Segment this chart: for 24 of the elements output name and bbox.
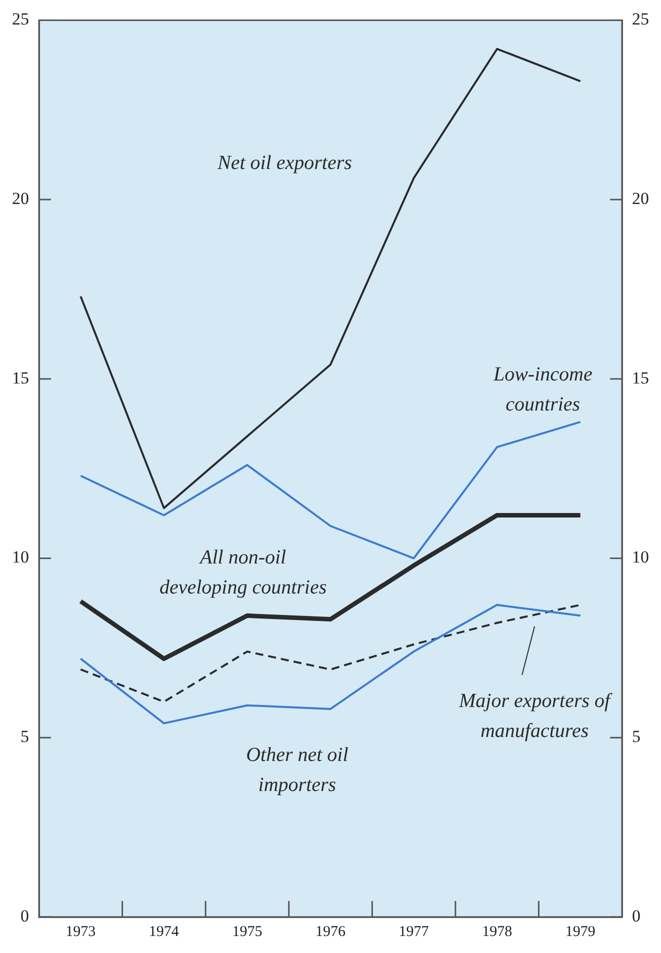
series-label: Other net oil importers xyxy=(246,744,349,796)
y-tick-label: 15 xyxy=(12,368,29,388)
x-tick-label: 1977 xyxy=(398,924,430,940)
x-tick-label: 1979 xyxy=(565,924,596,940)
x-tick-label: 1976 xyxy=(316,924,346,940)
y2-tick-label: 20 xyxy=(632,189,649,208)
y2-tick-label: 0 xyxy=(632,906,640,926)
y2-tick-label: 5 xyxy=(632,727,640,746)
y-tick-label: 25 xyxy=(12,10,29,29)
y2-tick-label: 25 xyxy=(632,10,649,29)
y-tick-label: 20 xyxy=(12,189,29,208)
y-tick-label: 5 xyxy=(20,727,29,746)
x-tick-label: 1974 xyxy=(148,924,180,940)
series-label: Low-income countries xyxy=(492,364,592,416)
x-tick-label: 1973 xyxy=(66,924,96,940)
y-tick-label: 0 xyxy=(20,906,29,926)
x-tick-label: 1978 xyxy=(482,924,512,940)
text: Major exporters of manufactures xyxy=(458,690,613,742)
y-tick-label: 10 xyxy=(12,548,29,567)
y2-tick-label: 10 xyxy=(632,548,649,567)
text: Net oil exporters xyxy=(216,152,352,174)
y2-tick-label: 15 xyxy=(632,368,649,388)
series-label: All non-oil developing countries xyxy=(159,546,327,599)
x-tick-label: 1975 xyxy=(232,924,262,940)
